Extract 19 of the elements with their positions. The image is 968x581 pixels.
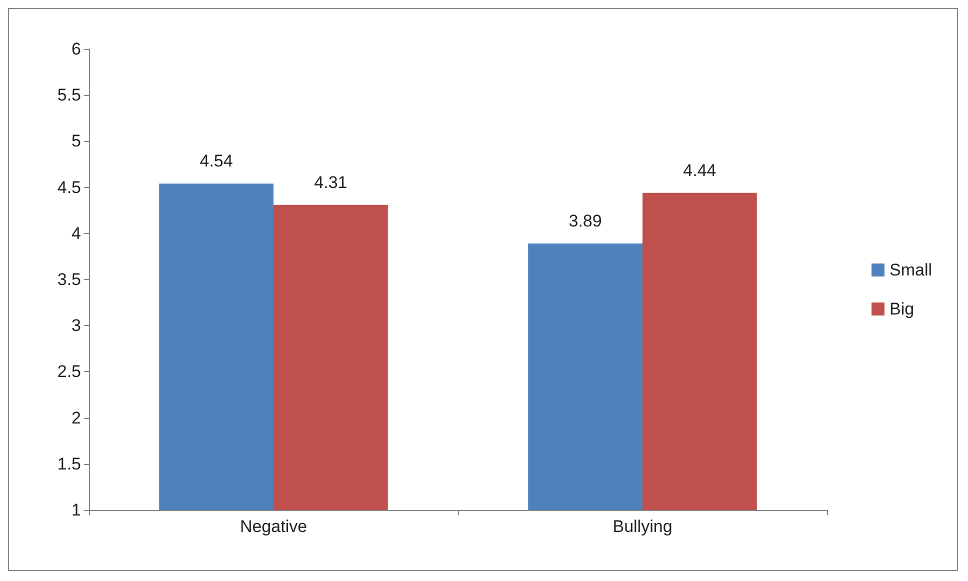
y-tick-label: 4.5	[57, 178, 81, 197]
y-tick-label: 1.5	[57, 454, 81, 474]
y-tick-label: 3	[72, 316, 81, 336]
data-label: 4.31	[314, 172, 348, 192]
y-tick-label: 5.5	[57, 86, 81, 105]
y-tick-label: 1	[72, 500, 81, 520]
y-tick-label: 3.5	[57, 270, 81, 289]
x-tick-label: Bullying	[612, 517, 672, 536]
x-tick-label: Negative	[240, 517, 308, 536]
y-tick-label: 6	[72, 40, 81, 58]
data-label: 4.44	[683, 160, 716, 180]
data-label: 4.54	[200, 152, 233, 171]
legend-label: Small	[889, 260, 932, 280]
y-tick-label: 4	[72, 224, 81, 243]
data-label: 3.89	[568, 212, 602, 231]
y-tick-label: 2	[72, 408, 81, 428]
y-tick-label: 5	[72, 132, 81, 151]
legend-label: Big	[889, 300, 914, 318]
y-tick-label: 2.5	[57, 362, 81, 382]
